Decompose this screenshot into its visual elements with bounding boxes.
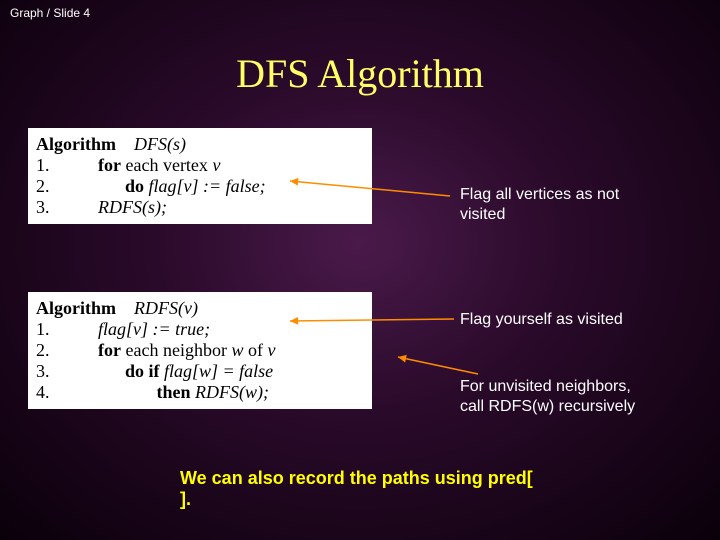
annotation-3-line1: For unvisited neighbors, xyxy=(460,377,635,397)
annotation-1-line2: visited xyxy=(460,205,619,225)
algo2-line-2: 2. for each neighbor w of v xyxy=(36,340,364,361)
algo1-line-1: 1. for each vertex v xyxy=(36,155,364,176)
algorithm-box-dfs: Algorithm DFS(s) 1. for each vertex v 2.… xyxy=(28,128,372,224)
annotation-1-line1: Flag all vertices as not xyxy=(460,185,619,205)
annotation-2: Flag yourself as visited xyxy=(460,310,623,330)
algorithm-box-rdfs: Algorithm RDFS(v) 1. flag[v] := true; 2.… xyxy=(28,292,372,409)
algo2-line-1: 1. flag[v] := true; xyxy=(36,319,364,340)
annotation-2-line1: Flag yourself as visited xyxy=(460,310,623,330)
algo1-line-3: 3. RDFS(s); xyxy=(36,197,364,218)
algo2-heading-name: RDFS(v) xyxy=(134,298,198,318)
algo1-heading-name: DFS(s) xyxy=(134,134,186,154)
bottom-note-text: We can also record the paths using pred[… xyxy=(180,468,533,509)
algo2-line-3: 3. do if flag[w] = false xyxy=(36,361,364,382)
algo2-line-4: 4. then RDFS(w); xyxy=(36,382,364,403)
algo2-heading: Algorithm RDFS(v) xyxy=(36,298,364,319)
bottom-note: We can also record the paths using pred[… xyxy=(180,468,540,510)
slide-header-text: Graph / Slide 4 xyxy=(10,6,90,20)
algo1-line-2: 2. do flag[v] := false; xyxy=(36,176,364,197)
slide-header: Graph / Slide 4 xyxy=(10,6,90,20)
annotation-3: For unvisited neighbors,call RDFS(w) rec… xyxy=(460,377,635,417)
annotation-1: Flag all vertices as notvisited xyxy=(460,185,619,225)
slide-title: DFS Algorithm xyxy=(236,50,484,97)
annotation-3-line2: call RDFS(w) recursively xyxy=(460,397,635,417)
algo2-heading-kw: Algorithm xyxy=(36,298,116,318)
algo1-heading-kw: Algorithm xyxy=(36,134,116,154)
slide-title-text: DFS Algorithm xyxy=(236,51,484,96)
algo1-heading: Algorithm DFS(s) xyxy=(36,134,364,155)
